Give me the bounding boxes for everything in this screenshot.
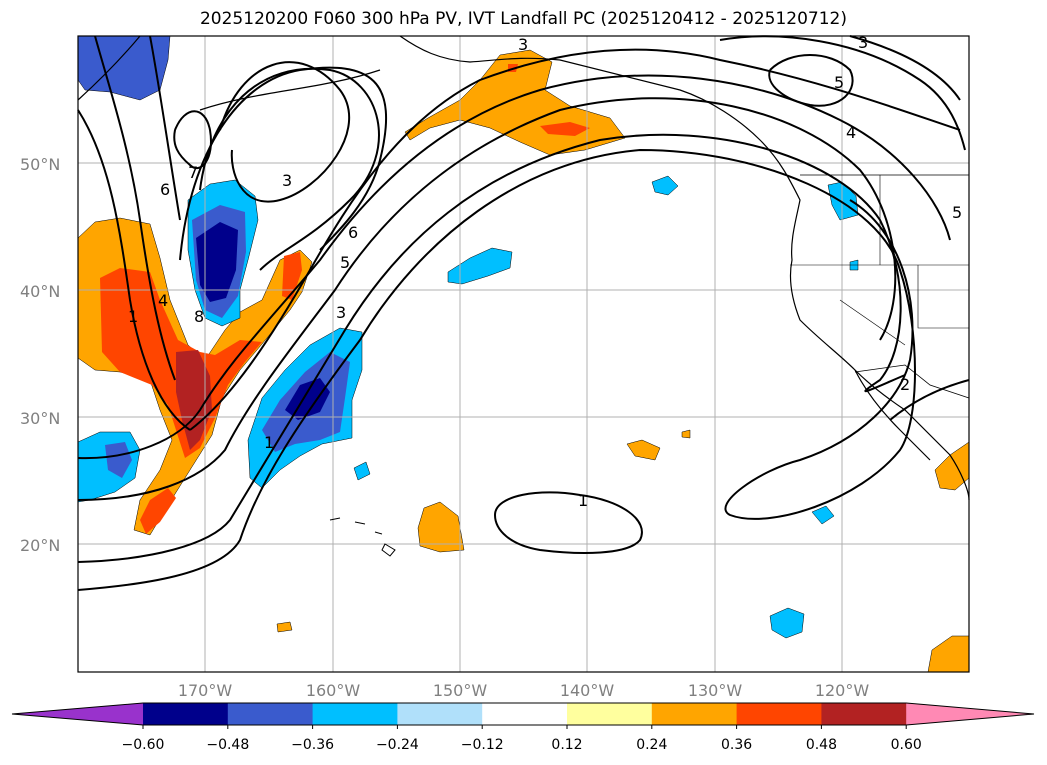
baja-coast	[854, 369, 931, 461]
contour-trough-1	[219, 61, 351, 203]
lat-label: 40°N	[20, 282, 60, 301]
negative-strong-sw	[105, 442, 132, 478]
colorbar-tick-label: 0.12	[551, 737, 582, 753]
plot-title: 2025120200 F060 300 hPa PV, IVT Landfall…	[199, 9, 847, 29]
lon-label: 160°W	[306, 681, 361, 700]
state-line-4	[839, 299, 906, 346]
hawaii-islands	[329, 517, 396, 557]
contour-label: 8	[194, 307, 204, 326]
lon-label: 140°W	[560, 681, 615, 700]
state-line-3	[917, 265, 969, 329]
lon-label: 130°W	[688, 681, 743, 700]
contour-label: 7	[188, 163, 198, 182]
longitude-labels: 170°W 160°W 150°W 140°W 130°W 120°W	[178, 681, 870, 700]
contour-west-loop	[173, 110, 212, 170]
lon-label: 170°W	[178, 681, 233, 700]
colorbar: −0.60 −0.48 −0.36 −0.24 −0.12 0.12 0.24 0.36 0.4…	[11, 702, 1035, 753]
colorbar-segment	[821, 703, 907, 725]
contour-trough-2	[199, 67, 380, 271]
contour-label: 5	[834, 73, 844, 92]
extreme-positive-west	[176, 350, 212, 450]
contour-labels: 3 3 5 4 5 7 6 3 6 5 3 1 1 4 8 1 2	[128, 33, 962, 510]
negative-anomaly-small-e	[769, 607, 805, 639]
negative-anomaly-nw	[77, 35, 171, 101]
contour-label: 5	[952, 203, 962, 222]
contour-5	[189, 48, 961, 431]
colorbar-extend-low	[12, 703, 143, 725]
contour-label: 5	[340, 253, 350, 272]
contour-ne-2	[849, 35, 961, 101]
contour-label: 6	[160, 180, 170, 199]
lat-label: 30°N	[20, 409, 60, 428]
contour-label: 3	[336, 303, 346, 322]
contour-3	[77, 97, 897, 501]
colorbar-extend-high	[906, 703, 1034, 725]
contour-ne-loop	[768, 54, 854, 107]
contour-2	[77, 133, 906, 563]
colorbar-tick-label: −0.12	[461, 737, 504, 753]
negative-anomaly-small-d	[811, 505, 835, 525]
contour-west-3	[149, 35, 181, 221]
lon-label: 120°W	[815, 681, 870, 700]
map-panel: 3 3 5 4 5 7 6 3 6 5 3 1 1 4 8 1 2	[77, 33, 970, 673]
contour-label: 1	[264, 433, 274, 452]
contour-west-2	[94, 35, 176, 381]
strong-positive-south	[140, 488, 176, 534]
contour-label: 4	[158, 291, 168, 310]
contour-label: 2	[900, 375, 910, 394]
us-border-south	[854, 364, 970, 399]
contour-east-wave	[889, 379, 970, 421]
contour-outer-east	[77, 148, 916, 591]
negative-extreme-north-central	[196, 222, 238, 302]
contour-label: 4	[846, 123, 856, 142]
colorbar-tick-label: 0.60	[891, 737, 922, 753]
colorbar-segment	[227, 703, 314, 725]
contour-label: 1	[128, 307, 138, 326]
colorbar-tick-label: −0.36	[291, 737, 334, 753]
colorbar-segment	[482, 703, 568, 725]
colorbar-segment	[736, 703, 822, 725]
colorbar-tick-label: −0.48	[206, 737, 249, 753]
colorbar-segment	[143, 703, 229, 725]
contour-trough-3	[179, 66, 388, 261]
colorbar-segment	[651, 703, 738, 725]
lon-label: 150°W	[433, 681, 488, 700]
negative-anomaly-small-a	[651, 175, 679, 196]
coastlines	[77, 35, 970, 557]
lat-label: 20°N	[20, 536, 60, 555]
contour-west-1	[77, 109, 191, 431]
negative-anomaly-mid	[447, 247, 513, 285]
latitude-labels: 50°N 40°N 30°N 20°N	[20, 155, 60, 555]
negative-anomaly-small-c	[353, 461, 371, 481]
strong-positive-north	[540, 122, 590, 136]
colorbar-segment	[312, 703, 398, 725]
colorbar-segment	[397, 703, 483, 725]
contour-low	[494, 491, 643, 554]
contour-label: 1	[578, 491, 588, 510]
contour-label: 3	[518, 35, 528, 54]
colorbar-tick-label: −0.60	[122, 737, 165, 753]
north-america-coast	[399, 35, 970, 501]
contour-label: 3	[858, 33, 868, 52]
contour-4	[77, 74, 951, 460]
positive-anomaly-small-3	[276, 621, 293, 633]
lat-label: 50°N	[20, 155, 60, 174]
alaska-coast	[77, 35, 141, 101]
positive-anomaly-small-2	[681, 429, 691, 439]
aleutians	[199, 69, 381, 111]
colorbar-tick-label: 0.24	[636, 737, 667, 753]
contour-label: 3	[282, 171, 292, 190]
strong-positive-spot	[282, 252, 302, 300]
colorbar-tick-label: 0.48	[806, 737, 837, 753]
positive-anomaly-hawaii	[417, 501, 465, 553]
ivt-contours	[77, 35, 970, 591]
colorbar-segment	[567, 703, 653, 725]
colorbar-tick-label: −0.24	[376, 737, 419, 753]
positive-anomaly-small-1	[626, 439, 661, 461]
map-frame	[77, 35, 970, 673]
colorbar-tick-label: 0.36	[721, 737, 752, 753]
contour-label: 6	[348, 223, 358, 242]
